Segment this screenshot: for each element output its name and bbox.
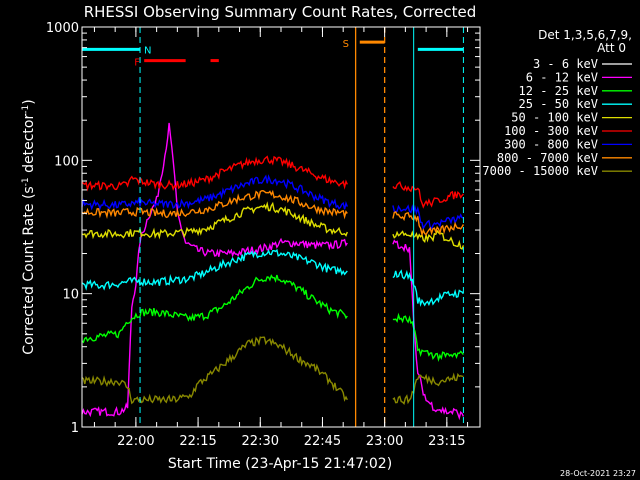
y-tick-label-2: 100 [54,154,79,169]
legend-entry-label-8: 7000 - 15000 keV [482,164,598,178]
legend-entry-label-4: 50 - 100 keV [511,111,598,125]
series-line-11 [392,312,464,363]
legend-entry-label-7: 800 - 7000 keV [497,151,598,165]
series-line-1 [81,122,348,418]
x-tick-label-2: 22:30 [242,434,279,449]
series-line-7 [81,189,348,220]
y-tick-label-1: 10 [62,288,79,303]
plot-area [81,122,465,421]
x-tick-label-0: 22:00 [117,434,154,449]
x-tick-label-5: 23:15 [428,434,465,449]
legend-entry-label-6: 300 - 800 keV [504,137,598,151]
series-line-2 [81,274,348,344]
axes: 1 10 100 1000 22:00 22:15 22:30 22:45 23:00 23:15 [46,21,480,449]
legend-entry-label-0: 3 - 6 keV [533,57,598,71]
series-line-3 [81,248,348,291]
footer-timestamp: 28-Oct-2021 23:27 [560,469,636,478]
series-line-12 [392,269,464,308]
y-axis-label-sup2: -1 [21,105,31,114]
x-tick-label-4: 23:00 [366,434,403,449]
x-tick-label-3: 22:45 [304,434,341,449]
series-line-15 [392,204,464,231]
y-axis-label-end: ) [21,99,37,104]
marker-label-f: F [134,58,140,69]
series-line-17 [392,372,464,406]
marker-label-n: N [144,45,151,56]
series-line-14 [392,180,464,209]
series-line-5 [81,155,348,192]
observing-markers: NF S [82,27,464,427]
y-tick-label-3: 1000 [46,21,79,36]
series-line-0 [81,143,348,378]
legend-entry-label-3: 25 - 50 keV [519,97,598,111]
series-line-6 [81,174,348,211]
series-line-16 [392,211,465,237]
legend-entry-label-1: 6 - 12 keV [526,70,598,84]
y-axis-label: Corrected Count Rate (s-1 detector-1) [21,99,37,354]
y-axis-label-sup1: -1 [21,177,31,186]
legend-entry-label-5: 100 - 300 keV [504,124,598,138]
y-axis-label-main: Corrected Count Rate (s [21,186,37,354]
x-tick-label-1: 22:15 [179,434,216,449]
series-line-10 [392,239,465,421]
series-line-8 [81,336,348,405]
chart-title: RHESSI Observing Summary Count Rates, Co… [84,3,477,21]
legend-entry-label-2: 12 - 25 keV [519,84,598,98]
series-line-13 [392,229,465,250]
legend-attenuator-line: Att 0 [597,41,626,55]
y-axis-label-middle: detector [21,114,37,178]
legend-detector-line: Det 1,3,5,6,7,9, [538,28,632,42]
series-line-4 [81,201,348,240]
marker-label-s: S [343,39,349,50]
x-axis-label: Start Time (23-Apr-15 21:47:02) [168,456,392,472]
y-tick-label-0: 1 [71,421,79,436]
